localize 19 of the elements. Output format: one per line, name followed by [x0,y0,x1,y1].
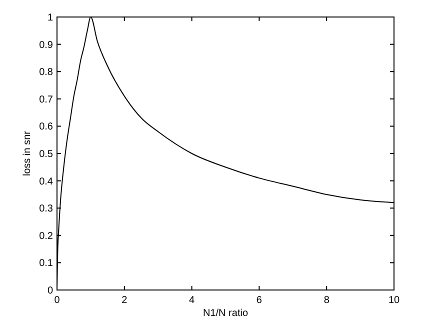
x-axis-title: N1/N ratio [202,308,248,319]
x-tick-label: 2 [122,295,128,306]
x-tick-label: 8 [324,295,330,306]
y-tick-label: 0.1 [39,258,54,270]
x-tick-label: 4 [189,295,196,306]
y-tick-label: 0.3 [39,204,54,215]
y-tick-label: 0.5 [39,149,54,160]
x-tick-label: 10 [388,295,400,306]
y-tick-label: 0.8 [39,67,54,78]
y-tick-label: 0.4 [39,176,54,188]
x-tick-label: 0 [54,295,60,306]
y-tick-label: 1 [47,12,54,24]
y-tick-label: 0.7 [39,94,54,106]
y-tick-label: 0.9 [39,40,54,51]
y-tick-label: 0.2 [39,230,54,242]
y-tick-label: 0.6 [39,122,54,133]
y-tick-label: 0 [47,286,54,296]
y-axis-title: loss in snr [22,130,33,176]
x-tick-label: 6 [256,295,262,306]
